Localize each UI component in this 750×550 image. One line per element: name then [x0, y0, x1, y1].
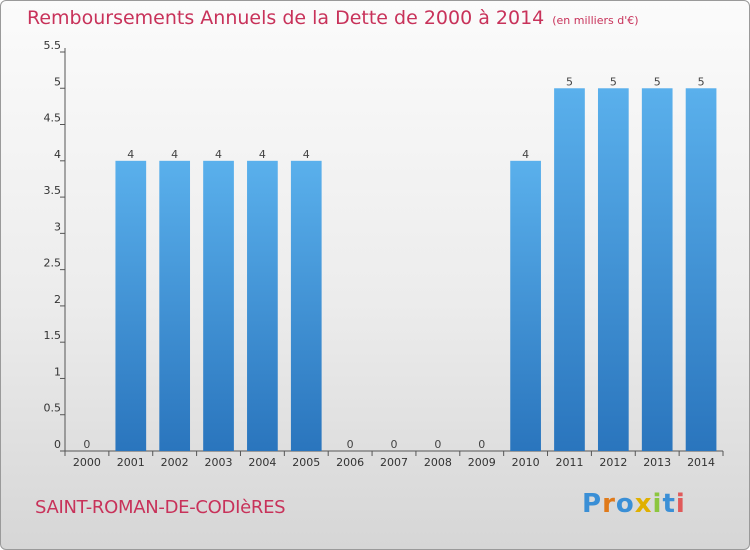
data-label-2007: 0: [391, 438, 398, 451]
data-label-2003: 4: [215, 148, 222, 161]
bar-2013: [641, 88, 673, 451]
logo-letter: i: [675, 489, 686, 519]
proxiti-logo[interactable]: Proxiti: [582, 489, 686, 519]
y-tick-label: 5: [54, 75, 61, 88]
bar-2002: [159, 160, 191, 451]
bar-2014: [685, 88, 717, 451]
data-label-2013: 5: [654, 75, 661, 88]
x-tick-label: 2002: [161, 456, 189, 469]
y-tick-label: 2: [54, 293, 61, 306]
title-row: Remboursements Annuels de la Dette de 20…: [27, 7, 639, 29]
x-tick-label: 2014: [687, 456, 715, 469]
bar-labels: 0 4 4 4 4 4 0 0 0 0 4 5 5 5 5: [83, 75, 704, 451]
x-tick-label: 2004: [248, 456, 276, 469]
chart-title: Remboursements Annuels de la Dette de 20…: [27, 7, 545, 29]
data-label-2006: 0: [347, 438, 354, 451]
logo-letter: P: [582, 489, 603, 519]
bar-2003: [203, 160, 234, 451]
logo-letter: t: [662, 489, 676, 519]
x-tick-label: 2003: [205, 456, 233, 469]
bars: [115, 88, 717, 451]
y-tick-label: 0.5: [44, 402, 62, 415]
y-tick-label: 4.5: [44, 112, 62, 125]
commune-name: SAINT-ROMAN-DE-CODIèRES: [35, 497, 286, 518]
data-label-2009: 0: [478, 438, 485, 451]
data-label-2008: 0: [434, 438, 441, 451]
y-tick-label: 0: [54, 438, 61, 451]
data-label-2011: 5: [566, 75, 573, 88]
y-tick-label: 3.5: [44, 184, 62, 197]
chart-unit: (en milliers d'€): [552, 14, 639, 27]
y-tick-label: 1.5: [44, 329, 62, 342]
x-tick-label: 2010: [512, 456, 540, 469]
data-label-2014: 5: [698, 75, 705, 88]
x-tick-label: 2001: [117, 456, 145, 469]
y-tick-label: 3: [54, 220, 61, 233]
x-tick-label: 2007: [380, 456, 408, 469]
x-tick-label: 2011: [555, 456, 583, 469]
data-label-2012: 5: [610, 75, 617, 88]
y-tick-label: 1: [54, 365, 61, 378]
x-tick-label: 2009: [468, 456, 496, 469]
x-tick-label: 2013: [643, 456, 671, 469]
data-label-2000: 0: [83, 438, 90, 451]
bar-2005: [290, 160, 322, 451]
logo-letter: o: [615, 489, 635, 519]
logo-letter: x: [634, 489, 653, 519]
logo-letter: i: [652, 489, 663, 519]
y-tick-label: 2.5: [44, 257, 62, 270]
bar-2004: [247, 160, 278, 451]
data-label-2005: 4: [303, 148, 310, 161]
data-label-2004: 4: [259, 148, 266, 161]
x-tick-label: 2000: [73, 456, 101, 469]
bar-2001: [115, 160, 147, 451]
bar-2011: [554, 88, 585, 451]
x-tick-label: 2012: [599, 456, 627, 469]
data-label-2001: 4: [127, 148, 134, 161]
y-tick-label: 5.5: [44, 39, 62, 52]
logo-letter: r: [602, 489, 616, 519]
y-tick-label: 4: [54, 148, 61, 161]
data-label-2010: 4: [522, 148, 529, 161]
data-label-2002: 4: [171, 148, 178, 161]
x-tick-label: 2005: [292, 456, 320, 469]
x-tick-label: 2008: [424, 456, 452, 469]
bar-2010: [510, 160, 541, 451]
x-tick-label: 2006: [336, 456, 364, 469]
bar-2012: [597, 88, 629, 451]
